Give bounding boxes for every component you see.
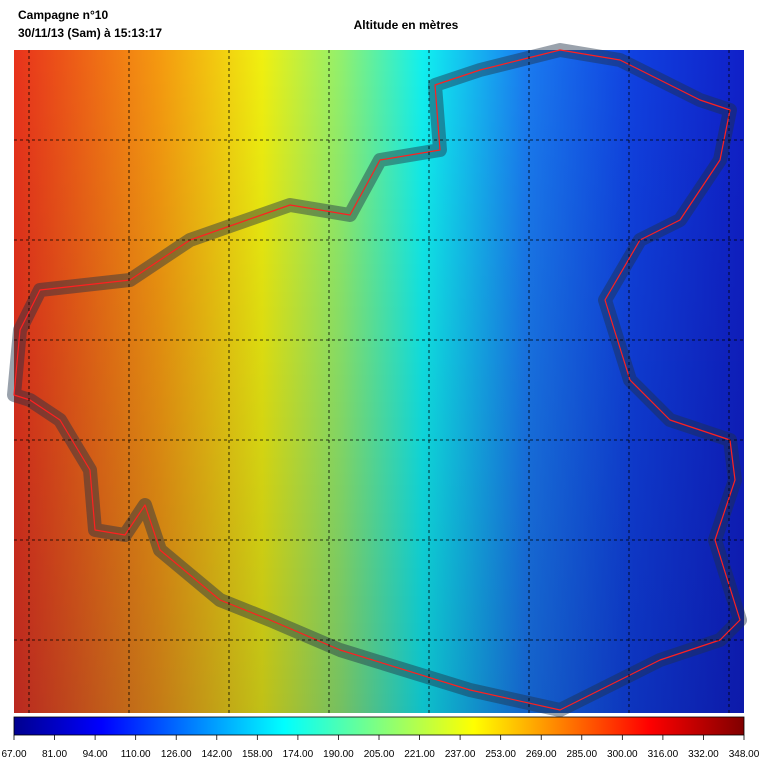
colorbar-tick-label: 81.00 xyxy=(42,749,67,760)
terrain-shade xyxy=(14,50,744,713)
colorbar-tick-label: 67.00 xyxy=(1,749,26,760)
colorbar-tick-label: 221.00 xyxy=(404,749,435,760)
colorbar-tick-label: 348.00 xyxy=(729,749,760,760)
colorbar-tick-label: 300.00 xyxy=(607,749,638,760)
colorbar: 67.00 81.00 94.00 110.00 126.00 142.00 158.00 1… xyxy=(1,716,760,760)
colorbar-tick-label: 285.00 xyxy=(566,749,597,760)
map xyxy=(7,43,747,717)
grid xyxy=(14,50,744,713)
colorbar-tick-label: 253.00 xyxy=(485,749,516,760)
map-title: Altitude en mètres xyxy=(354,18,459,32)
colorbar-tick-label: 205.00 xyxy=(364,749,395,760)
colorbar-tick-label: 174.00 xyxy=(283,749,314,760)
colorbar-tick-label: 190.00 xyxy=(323,749,354,760)
campaign-title: Campagne n°10 xyxy=(18,8,108,22)
colorbar-tick-label: 126.00 xyxy=(161,749,192,760)
colorbar-tick-label: 332.00 xyxy=(688,749,719,760)
datetime: 30/11/13 (Sam) à 15:13:17 xyxy=(18,26,162,40)
colorbar-tick-label: 269.00 xyxy=(526,749,557,760)
border-track xyxy=(13,49,741,711)
colorbar-scale xyxy=(13,716,745,736)
colorbar-tick-label: 94.00 xyxy=(83,749,108,760)
colorbar-tick-label: 237.00 xyxy=(445,749,476,760)
colorbar-tick-label: 158.00 xyxy=(242,749,273,760)
colorbar-tick-label: 142.00 xyxy=(201,749,232,760)
colorbar-tick-label: 110.00 xyxy=(121,749,151,760)
colorbar-tick-label: 316.00 xyxy=(648,749,679,760)
